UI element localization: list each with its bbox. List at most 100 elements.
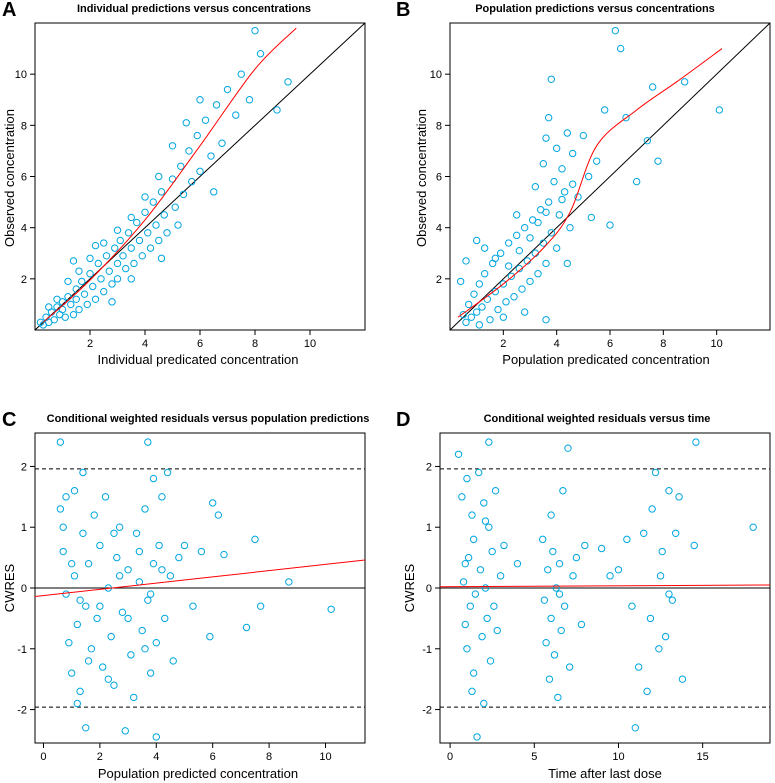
panel-c-data-point (141, 645, 149, 653)
panel-a-data-point (50, 316, 58, 324)
panel-c-data-point (62, 493, 70, 501)
panel-d-data-point (540, 596, 549, 604)
panel-c-data-point (146, 590, 155, 598)
panel-b-data-point (600, 106, 609, 114)
panel-c-data-point (124, 614, 132, 623)
panel-d-data-point (557, 626, 565, 635)
panel-b-data-point (563, 259, 572, 268)
panel-c-data-point (118, 608, 127, 617)
panel-d-data-point (481, 517, 490, 525)
panel-c-data-point (327, 605, 335, 613)
panel-b-y-tick-label: 8 (436, 120, 442, 132)
panel-d-data-point (513, 559, 522, 568)
panel-d-data-point (491, 487, 500, 495)
panel-d-data-point (473, 733, 481, 741)
panel-b-data-point (558, 195, 566, 204)
panel-d-data-point (542, 639, 550, 647)
panel-a-data-point (61, 313, 69, 321)
panel-c-data-point (130, 693, 138, 702)
panel-c-data-point (285, 578, 293, 586)
panel-c-data-point (197, 547, 206, 556)
panel-a-data-point (155, 236, 163, 245)
panel-d-data-point (559, 487, 567, 495)
panel-d-data-point (545, 675, 554, 683)
panel-b-data-point (534, 218, 542, 227)
panel-d-data-point (640, 529, 648, 537)
panel-a-data-point (108, 298, 116, 306)
panel-b-data-point (531, 249, 540, 257)
panel-d-data-point (552, 584, 560, 592)
panel-a-x-tick-label: 2 (87, 338, 93, 350)
panel-d-data-point (461, 620, 469, 629)
panel-a-y-tick-label: 2 (21, 274, 27, 286)
panel-b: B Population predictions versus concentr… (396, 0, 771, 367)
panel-d-data-point (623, 535, 631, 544)
panel-d-data-point (485, 523, 493, 531)
panel-c-data-point (87, 645, 96, 653)
panel-b-data-point (715, 106, 724, 114)
panel-a-data-point (130, 259, 138, 268)
panel-c-data-point (149, 559, 158, 568)
panel-a-data-point (86, 270, 94, 278)
panel-d-data-point (490, 602, 498, 610)
panel-a-data-point (64, 277, 72, 286)
panel-d-data-point (643, 687, 651, 696)
panel-c-x-axis-label: Population predicted concentration (98, 766, 298, 781)
panel-d-data-point (665, 590, 673, 598)
panel-b-data-point (491, 287, 500, 296)
panel-d-data-point (454, 450, 463, 458)
panel-c-data-point (82, 724, 90, 732)
panel-c-data-point (158, 566, 166, 574)
panel-d-reference-lines (440, 468, 770, 708)
panel-b-identity-line (449, 22, 771, 331)
panel-d: D Conditional weighted residuals versus … (396, 409, 771, 781)
panel-c-data-point (214, 511, 223, 519)
panel-a-data-point (124, 229, 133, 237)
panel-d-data-point (749, 523, 757, 531)
panel-b-data-point (680, 78, 689, 86)
panel-c-x-tick-label: 0 (40, 751, 46, 763)
panel-a-data-point (127, 275, 135, 283)
panel-d-data-point (581, 541, 589, 550)
panel-a-data-point (91, 295, 100, 303)
panel-c-data-point (141, 505, 149, 513)
panel-b-data-point (547, 75, 556, 83)
panel-d-data-point (564, 444, 572, 452)
panel-a-data-point (212, 101, 221, 109)
panel-a-data-point (163, 229, 171, 237)
panel-b-data-point (544, 113, 553, 122)
panel-d-data-point (547, 614, 555, 623)
panel-b-data-point (547, 229, 556, 237)
panel-a-data-point (119, 252, 127, 260)
panel-b-x-tick-label: 8 (660, 338, 666, 350)
panel-d-data-point (634, 663, 643, 671)
panel-a-data-point (100, 287, 108, 296)
panel-b-ticks: 2 4 6 8 10 2 4 6 8 10 (430, 69, 723, 350)
panel-c-data-point (67, 669, 76, 677)
panel-a-data-point (111, 244, 119, 252)
panel-b-data-point (542, 134, 550, 142)
panel-a-x-tick-label: 10 (304, 338, 316, 350)
panel-b-data-point (606, 221, 614, 229)
panel-b-data-point (472, 236, 481, 245)
panel-a-data-point (113, 226, 122, 234)
panel-a-data-point (218, 139, 226, 147)
panel-b-data-point (526, 277, 534, 286)
panel-d-x-axis-label: Time after last dose (548, 766, 662, 781)
panel-d-y-axis-label: CWRES (402, 563, 417, 612)
panel-b-data-point (507, 272, 516, 280)
panel-d-y-tick-label: 1 (426, 522, 432, 534)
panel-c-data-point (98, 663, 107, 671)
panel-c-data-point (82, 602, 90, 610)
panel-c-data-point (175, 553, 183, 562)
panel-c-data-point (189, 602, 197, 610)
panel-d-data-point (476, 566, 485, 574)
panel-c-data-point (135, 578, 144, 586)
panel-a-data-point (58, 305, 67, 314)
panel-b-data-point (654, 157, 662, 165)
panel-d-data-point (560, 602, 569, 610)
panel-c-x-tick-label: 10 (319, 751, 331, 763)
panel-c-data-point (161, 614, 169, 623)
panel-b-x-tick-label: 10 (711, 338, 723, 350)
panel-b-data-point (555, 211, 564, 219)
